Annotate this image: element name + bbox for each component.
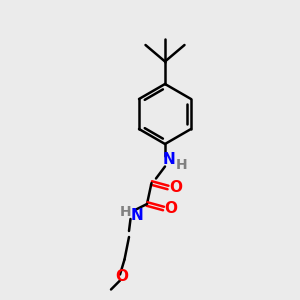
Text: O: O: [164, 201, 178, 216]
Text: N: N: [162, 152, 175, 167]
Text: N: N: [130, 208, 143, 224]
Text: H: H: [176, 158, 187, 172]
Text: O: O: [169, 180, 182, 195]
Text: O: O: [115, 269, 128, 284]
Text: H: H: [120, 205, 132, 218]
